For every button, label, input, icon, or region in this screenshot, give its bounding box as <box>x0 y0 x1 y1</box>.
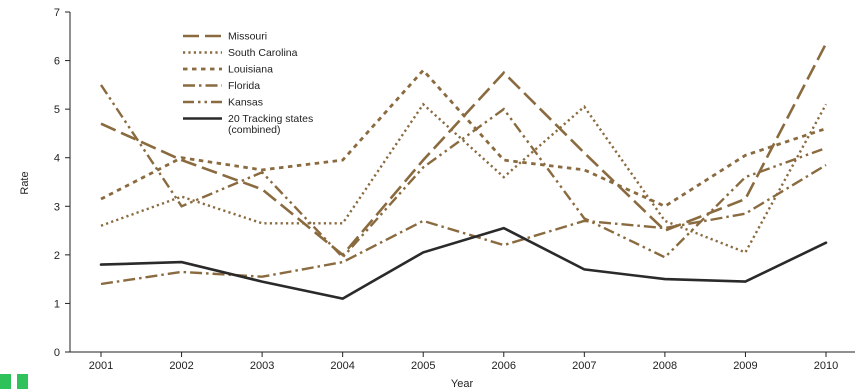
y-tick-label: 0 <box>54 347 60 359</box>
series-line-louisiana <box>100 68 827 208</box>
series-line-missouri <box>100 43 828 257</box>
legend: Missouri South Carolina Louisiana Florida Ka… <box>183 31 313 136</box>
y-tick-label: 5 <box>54 104 60 116</box>
series-line-south-carolina <box>100 102 828 254</box>
y-tick-label: 1 <box>54 298 60 310</box>
x-tick-label: 2006 <box>492 360 516 372</box>
y-tick-label: 4 <box>54 153 60 165</box>
legend-label-line2: (combined) <box>228 124 281 136</box>
x-tick-label: 2001 <box>89 360 113 372</box>
legend-label: Kansas <box>228 97 263 109</box>
x-tick-label: 2004 <box>330 360 354 372</box>
legend-label: Louisiana <box>228 64 273 76</box>
series-line-kansas <box>100 84 827 260</box>
x-axis: 2001 2002 2003 2004 2005 2006 2007 2008 2009 2010 <box>70 351 855 372</box>
x-tick-label: 2002 <box>169 360 193 372</box>
x-tick-label: 2008 <box>653 360 677 372</box>
legend-label: 20 Tracking states <box>228 113 313 125</box>
x-axis-title: Year <box>451 378 474 389</box>
series-line-florida <box>100 163 827 286</box>
legend-label: South Carolina <box>228 47 298 59</box>
legend-label: Missouri <box>228 31 267 43</box>
green-marker-decoration <box>0 374 30 389</box>
y-axis: 0 1 2 3 4 5 6 7 <box>54 7 71 359</box>
x-tick-label: 2010 <box>814 360 838 372</box>
y-tick-label: 3 <box>54 201 60 213</box>
y-tick-label: 2 <box>54 250 60 262</box>
x-tick-label: 2009 <box>733 360 757 372</box>
legend-label: Florida <box>228 80 260 92</box>
y-tick-label: 6 <box>54 56 60 68</box>
series-line-20-tracking-states-combined <box>99 226 828 300</box>
y-tick-label: 7 <box>54 7 60 19</box>
x-tick-label: 2007 <box>572 360 596 372</box>
y-axis-title: Rate <box>19 171 31 194</box>
x-tick-label: 2003 <box>250 360 274 372</box>
x-tick-label: 2005 <box>411 360 435 372</box>
series-layer <box>99 43 828 300</box>
